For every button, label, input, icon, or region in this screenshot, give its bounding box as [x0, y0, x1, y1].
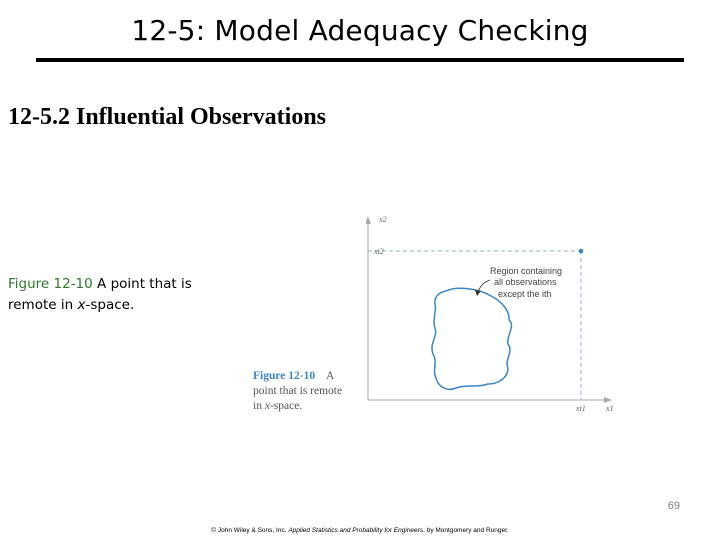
page-number: 69 — [667, 500, 680, 512]
figure-caption: Figure 12-10 A point that is remote in x… — [8, 274, 223, 316]
inner-caption-label-tail: A — [325, 370, 335, 382]
inner-caption-line3-suffix: -space. — [269, 400, 303, 412]
figure-caption-label: Figure 12-10 — [8, 276, 93, 292]
inner-caption-label: Figure 12-10 — [253, 370, 316, 382]
inner-caption-line3-italic: x — [264, 400, 270, 412]
y-point-label: xi2 — [373, 247, 384, 256]
footer-prefix: © John Wiley & Sons, Inc. — [211, 527, 289, 534]
observation-region-outline — [431, 287, 513, 390]
inner-caption-line2: point that is remote — [253, 385, 343, 397]
figure-inner-caption: Figure 12-10 A point that is remote in x… — [253, 369, 358, 414]
copyright-footer: © John Wiley & Sons, Inc. Applied Statis… — [0, 527, 720, 534]
figure-caption-text: A point that is remote in — [8, 276, 192, 313]
annotation-line-1: Region containing — [490, 266, 562, 276]
inner-caption-line3-prefix: in — [253, 400, 265, 412]
influential-point-figure: Region containing all observations excep… — [366, 215, 614, 413]
x-point-label: xi1 — [575, 404, 586, 413]
section-heading: 12-5.2 Influential Observations — [8, 104, 327, 130]
x-axis-arrow — [604, 397, 612, 403]
footer-suffix: , by Montgomery and Runger. — [423, 527, 509, 534]
figure-caption-text-end: -space. — [85, 297, 135, 313]
y-axis-label: x2 — [378, 215, 387, 224]
annotation-line-2: all observations — [494, 277, 557, 287]
annotation-arrow — [477, 279, 491, 293]
footer-book-title: Applied Statistics and Probability for E… — [288, 527, 424, 534]
annotation-arrowhead — [475, 290, 481, 296]
x-axis-label: x1 — [605, 404, 614, 413]
title-rule — [36, 58, 684, 62]
y-axis-arrow — [366, 216, 371, 224]
slide-title: 12-5: Model Adequacy Checking — [131, 14, 589, 47]
annotation-line-3: except the ith — [498, 289, 552, 299]
remote-point — [578, 248, 584, 254]
figure-caption-italic: x — [77, 297, 86, 313]
